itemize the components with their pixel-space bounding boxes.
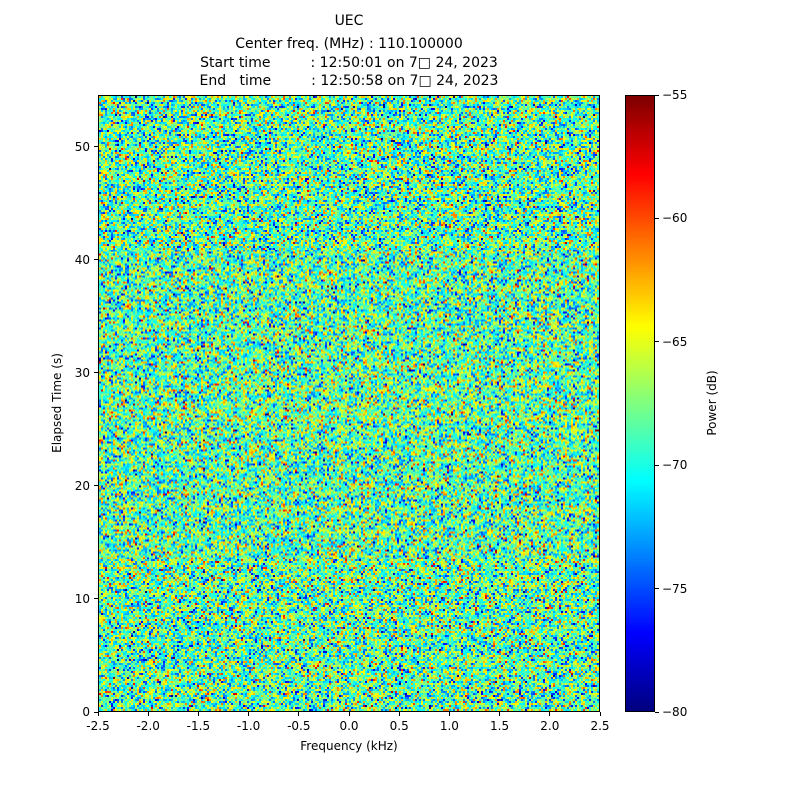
colorbar-tick-mark bbox=[655, 464, 659, 466]
y-tick-label: 30 bbox=[74, 365, 90, 380]
x-tick-label: 1.0 bbox=[439, 719, 459, 733]
x-tick-mark bbox=[549, 712, 551, 716]
y-tick-mark bbox=[94, 372, 98, 374]
y-tick-mark bbox=[94, 146, 98, 148]
y-axis-label: Elapsed Time (s) bbox=[50, 353, 64, 453]
x-tick-label: -1.5 bbox=[186, 719, 211, 733]
figure-title: UEC bbox=[334, 13, 364, 29]
y-tick-label: 0 bbox=[82, 705, 90, 719]
colorbar-tick-mark bbox=[655, 341, 659, 343]
y-tick-mark bbox=[94, 711, 98, 713]
x-tick-label: -2.0 bbox=[136, 719, 160, 733]
x-tick-label: -1.0 bbox=[236, 719, 261, 733]
x-tick-mark bbox=[499, 712, 501, 716]
colorbar-tick-mark bbox=[655, 711, 659, 713]
y-tick-mark bbox=[94, 598, 98, 600]
x-tick-mark bbox=[599, 712, 601, 716]
y-tick-mark bbox=[94, 259, 98, 261]
x-tick-label: 0.5 bbox=[389, 719, 409, 733]
spectrogram-heatmap bbox=[99, 96, 599, 711]
x-tick-mark bbox=[248, 712, 250, 716]
x-tick-label: 2.0 bbox=[540, 719, 560, 733]
x-tick-mark bbox=[348, 712, 350, 716]
colorbar bbox=[625, 95, 655, 712]
x-tick-label: -0.5 bbox=[287, 719, 311, 733]
colorbar-tick-label: −80 bbox=[662, 705, 688, 719]
start-time-line: Start time : 12:50:01 on 7□ 24, 2023 bbox=[200, 54, 498, 71]
y-tick-label: 50 bbox=[74, 139, 90, 154]
y-tick-label: 20 bbox=[74, 478, 90, 493]
end-time-line: End time : 12:50:58 on 7□ 24, 2023 bbox=[199, 73, 499, 89]
y-tick-label: 40 bbox=[74, 252, 90, 267]
colorbar-tick-mark bbox=[655, 217, 659, 219]
x-axis-label: Frequency (kHz) bbox=[300, 739, 398, 753]
figure-header: UEC Center freq. (MHz) : 110.100000 Star… bbox=[98, 13, 600, 91]
x-tick-label: 2.5 bbox=[590, 719, 610, 733]
colorbar-tick-label: −55 bbox=[662, 88, 688, 102]
x-tick-mark bbox=[448, 712, 450, 716]
x-tick-mark bbox=[398, 712, 400, 716]
colorbar-tick-label: −65 bbox=[662, 334, 688, 349]
x-tick-mark bbox=[147, 712, 149, 716]
plot-area bbox=[98, 95, 600, 712]
colorbar-tick-label: −75 bbox=[662, 581, 688, 596]
x-tick-mark bbox=[197, 712, 199, 716]
colorbar-tick-label: −70 bbox=[662, 458, 688, 473]
x-tick-mark bbox=[97, 712, 99, 716]
colorbar-tick-label: −60 bbox=[662, 211, 688, 226]
x-tick-mark bbox=[298, 712, 300, 716]
x-tick-label: 1.5 bbox=[490, 719, 510, 733]
colorbar-tick-mark bbox=[655, 588, 659, 590]
center-freq-line: Center freq. (MHz) : 110.100000 bbox=[235, 36, 463, 52]
colorbar-label: Power (dB) bbox=[705, 370, 719, 436]
x-tick-label: -2.5 bbox=[86, 719, 110, 733]
colorbar-tick-mark bbox=[655, 94, 659, 96]
y-tick-mark bbox=[94, 485, 98, 487]
colorbar-gradient bbox=[626, 96, 654, 711]
x-tick-label: 0.0 bbox=[339, 719, 359, 733]
y-tick-label: 10 bbox=[74, 591, 90, 606]
